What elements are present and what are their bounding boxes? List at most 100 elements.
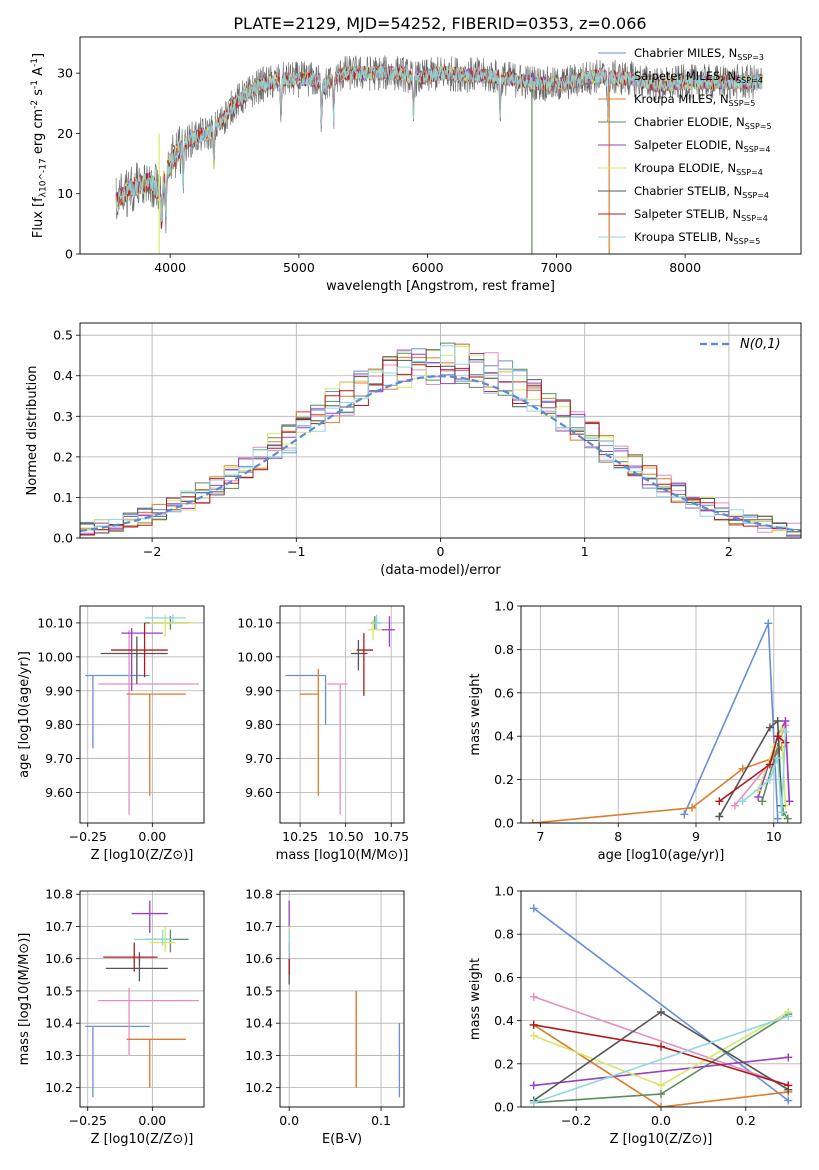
- normal-curve: [80, 375, 801, 532]
- y-tick-label: 0.4: [494, 1013, 514, 1028]
- y-axis-label: mass [log10(M/M⊙)]: [17, 933, 32, 1066]
- x-tick-label: 10.50: [328, 829, 364, 844]
- y-tick-label: 10.6: [245, 951, 273, 966]
- data-point-marker: [680, 810, 689, 819]
- y-tick-label: 0.4: [494, 729, 514, 744]
- panel-4: 7 8 9 10 0.0 0.2 0.4 0.6 0.8 1.0 age [log10(age/yr…: [468, 599, 802, 863]
- data-point-marker: [773, 814, 782, 823]
- data-point-marker: [784, 1081, 793, 1090]
- x-axis-label: wavelength [Angstrom, rest frame]: [326, 279, 555, 294]
- data-point-marker: [765, 760, 774, 769]
- x-tick-label: −0.25: [69, 829, 107, 844]
- y-tick-label: 10.00: [237, 649, 273, 664]
- data-point-marker: [777, 808, 786, 817]
- data-point-marker: [529, 1081, 538, 1090]
- y-tick-label: 1.0: [494, 884, 514, 899]
- legend-label: Chabrier STELIB, NSSP=4​: [634, 184, 769, 200]
- figure-title: PLATE=2129, MJD=54252, FIBERID=0353, z=0…: [233, 14, 646, 33]
- spectrum-line: [115, 65, 763, 223]
- data-point-marker: [781, 727, 790, 736]
- y-tick-label: 10.2: [245, 1080, 273, 1095]
- y-tick-label: 9.60: [245, 785, 273, 800]
- legend-label: Kroupa MILES, NSSP=5​: [634, 92, 755, 108]
- y-tick-label: 0.2: [494, 1056, 514, 1071]
- y-tick-label: 0.5: [53, 328, 73, 343]
- data-point-marker: [773, 753, 782, 762]
- x-tick-label: 7000: [540, 260, 572, 275]
- legend-label: Salpeter MILES, NSSP=4​: [634, 69, 763, 85]
- data-point-marker: [765, 723, 774, 732]
- plot-area: [115, 55, 763, 254]
- y-tick-label: 9.60: [45, 785, 73, 800]
- data-point-marker: [764, 619, 773, 628]
- y-tick-label: 0.0: [494, 1100, 514, 1115]
- data-point-marker: [784, 1096, 793, 1105]
- y-tick-label: 9.90: [245, 683, 273, 698]
- data-point-marker: [784, 1053, 793, 1062]
- data-point-marker: [773, 717, 782, 726]
- data-point-marker: [657, 1103, 665, 1107]
- x-tick-label: 7: [536, 829, 544, 844]
- axes-frame: [79, 605, 205, 824]
- x-tick-label: 5000: [283, 260, 315, 275]
- legend-label: Salpeter STELIB, NSSP=4​: [634, 207, 768, 223]
- x-tick-label: 2: [725, 544, 733, 559]
- panel-6: 0.0 0.1 10.2 10.3 10.4 10.5 10.6 10.7 10.8 E(B-V): [245, 887, 405, 1147]
- y-tick-label: 0: [65, 247, 73, 262]
- x-tick-label: 10: [766, 829, 782, 844]
- y-tick-label: 30: [57, 66, 73, 81]
- x-tick-label: 0.0: [279, 1113, 299, 1128]
- y-tick-label: 10.4: [45, 1016, 73, 1031]
- x-tick-label: −0.25: [69, 1113, 107, 1128]
- x-tick-label: 0.2: [736, 1113, 756, 1128]
- legend: Chabrier MILES, NSSP=3​ Salpeter MILES, N…: [598, 46, 772, 246]
- legend-label: Chabrier MILES, NSSP=3​: [634, 46, 764, 62]
- axes-frame: [520, 605, 802, 824]
- histogram-7: [80, 359, 801, 538]
- axes-frame: [520, 890, 802, 1108]
- x-tick-label: 0.0: [651, 1113, 671, 1128]
- data-point-marker: [730, 801, 739, 810]
- y-tick-label: 10.3: [45, 1048, 73, 1063]
- x-tick-label: 0.1: [371, 1113, 391, 1128]
- panel-7: −0.2 0.0 0.2 0.0 0.2 0.4 0.6 0.8 1.0 Z [log10(Z/Z…: [468, 884, 802, 1147]
- data-point-marker: [765, 775, 774, 784]
- data-point-marker: [785, 797, 794, 806]
- data-point-marker: [688, 803, 697, 812]
- y-tick-label: 1.0: [494, 599, 514, 614]
- data-point-marker: [657, 1090, 665, 1099]
- y-tick-label: 10.8: [45, 887, 73, 902]
- y-tick-label: 0.2: [53, 449, 73, 464]
- y-tick-label: 0.8: [494, 927, 514, 942]
- x-axis-label: Z [log10(Z/Z⊙)]: [91, 848, 194, 863]
- y-tick-label: 10.7: [245, 919, 273, 934]
- data-point-marker: [657, 1042, 665, 1051]
- plot-area: [80, 342, 801, 538]
- y-tick-label: 0.4: [53, 368, 73, 383]
- data-point-marker: [657, 1081, 665, 1090]
- data-point-marker: [758, 797, 767, 806]
- data-point-marker: [657, 1007, 665, 1016]
- data-point-marker: [715, 797, 724, 806]
- y-tick-label: 0.6: [494, 970, 514, 985]
- axes-frame: [79, 36, 802, 255]
- y-tick-label: 10.8: [245, 887, 273, 902]
- y-tick-label: 0.0: [494, 816, 514, 831]
- panel-2: −0.25 0.00 9.60 9.70 9.80 9.90 10.00 10.10 Z [lo…: [17, 605, 205, 863]
- x-axis-label: E(B-V): [322, 1132, 362, 1147]
- y-tick-label: 9.70: [245, 751, 273, 766]
- y-tick-label: 10.10: [237, 615, 273, 630]
- y-tick-label: 0.1: [53, 490, 73, 505]
- x-tick-label: 0: [437, 544, 445, 559]
- x-tick-label: 4000: [154, 260, 186, 275]
- y-tick-label: 0.8: [494, 642, 514, 657]
- y-tick-label: 10.5: [245, 983, 273, 998]
- series-line-1: [533, 996, 789, 1087]
- data-point-marker: [529, 904, 538, 913]
- x-tick-label: −0.2: [561, 1113, 591, 1128]
- y-tick-label: 10.5: [45, 983, 73, 998]
- panel-3: 10.25 10.50 10.75 9.60 9.70 9.80 9.90 10.00 10.1…: [237, 605, 409, 863]
- x-tick-label: 0.00: [138, 829, 166, 844]
- data-point-marker: [528, 819, 537, 823]
- legend-label: Kroupa STELIB, NSSP=5​: [634, 230, 760, 246]
